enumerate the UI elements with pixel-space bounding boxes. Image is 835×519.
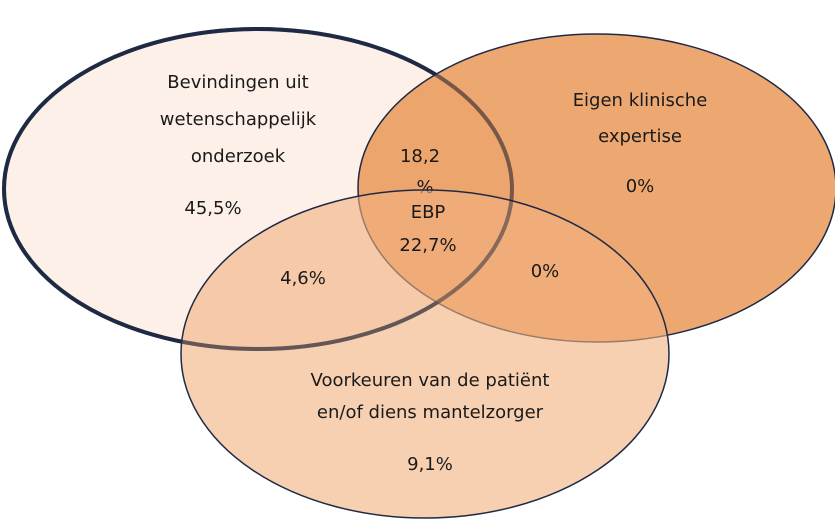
overlap-label: 0%	[531, 261, 560, 282]
set-label: expertise	[598, 126, 682, 147]
overlap-label: 4,6%	[280, 268, 326, 289]
set-patient	[180, 189, 670, 519]
overlap-label: 18,2	[400, 146, 440, 167]
center-label: EBP	[411, 202, 446, 223]
set-value: 45,5%	[184, 198, 241, 219]
center-value: 22,7%	[399, 235, 456, 256]
set-value: 0%	[626, 176, 655, 197]
set-label: Bevindingen uit	[167, 72, 308, 93]
set-label: onderzoek	[191, 146, 286, 167]
set-value: 9,1%	[407, 454, 453, 475]
set-label: en/of diens mantelzorger	[317, 402, 544, 423]
set-label: Eigen klinische	[573, 90, 708, 111]
set-label: Voorkeuren van de patiënt	[311, 370, 550, 391]
set-research-outline	[2, 27, 514, 351]
set-label: wetenschappelijk	[160, 109, 317, 130]
